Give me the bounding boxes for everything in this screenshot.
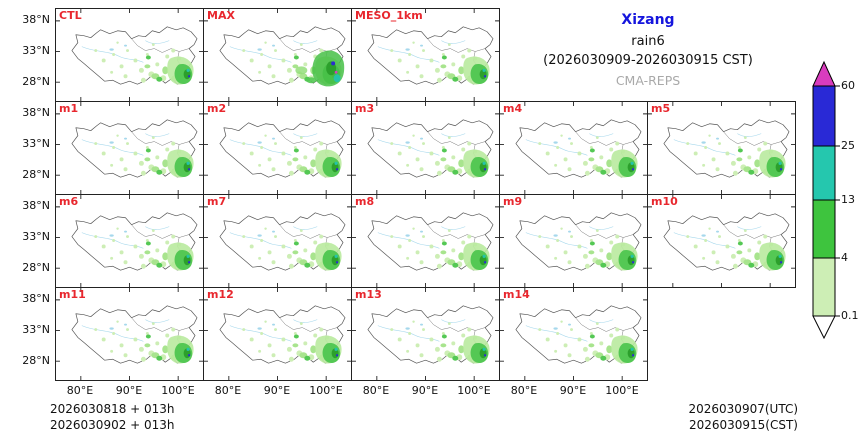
map-panel-m2: m2 [203,101,352,195]
lon-tick-label: 100°E [605,384,639,397]
lon-tick-label: 80°E [214,384,242,397]
lon-tick-label: 80°E [510,384,538,397]
panel-label: m2 [207,102,227,115]
map-panel-m11: m11 [55,287,204,381]
map-panel-m8: m8 [351,194,500,288]
init-run-annotation: 2026030818 + 013h 2026030902 + 013h [50,401,175,433]
variable-title: rain6 [631,34,665,49]
colorbar-tick-label: 13 [841,193,855,206]
map-panel-m7: m7 [203,194,352,288]
init-run-line2: 2026030902 + 013h [50,418,175,432]
tibet-map [500,102,647,194]
tibet-map [500,288,647,380]
model-name: CMA-REPS [615,73,681,88]
init-run-line1: 2026030818 + 013h [50,402,175,416]
panel-label: m4 [503,102,523,115]
panel-label: MAX [207,9,235,22]
lat-tick-label: 28°N [22,354,50,367]
colorbar-segment [812,85,836,147]
lat-tick-label: 28°N [22,261,50,274]
lon-tick-label: 90°E [115,384,143,397]
map-panel-m4: m4 [499,101,648,195]
panel-label: CTL [59,9,82,22]
valid-time-cst: 2026030915(CST) [688,418,798,432]
map-panel-m10: m10 [647,194,796,288]
panel-label: m11 [59,288,86,301]
panel-label: m13 [355,288,382,301]
tibet-map [204,195,351,287]
title-block: Xizang rain6 (2026030909-2026030915 CST)… [500,12,796,88]
colorbar-tick-label: 25 [841,139,855,152]
panel-label: m8 [355,195,375,208]
lon-tick-label: 90°E [411,384,439,397]
lat-tick-label: 33°N [22,137,50,150]
tibet-map [204,102,351,194]
colorbar [812,60,840,340]
map-panel-m3: m3 [351,101,500,195]
lat-tick-label: 38°N [22,199,50,212]
tibet-map [352,9,499,101]
panel-label: m1 [59,102,79,115]
tibet-map [352,288,499,380]
tibet-map [648,102,795,194]
tibet-map [56,102,203,194]
map-panel-m13: m13 [351,287,500,381]
tibet-map [56,288,203,380]
region-title: Xizang [621,12,675,28]
lon-tick-label: 80°E [362,384,390,397]
map-panel-m12: m12 [203,287,352,381]
panel-label: m10 [651,195,678,208]
tibet-map [500,195,647,287]
tibet-map [56,195,203,287]
tibet-map [352,102,499,194]
lat-tick-label: 33°N [22,44,50,57]
lat-tick-label: 28°N [22,168,50,181]
lat-tick-label: 33°N [22,230,50,243]
valid-period: (2026030909-2026030915 CST) [543,53,753,68]
map-panel-m14: m14 [499,287,648,381]
lon-tick-label: 80°E [66,384,94,397]
colorbar-under-arrow [812,315,836,340]
panel-label: m3 [355,102,375,115]
panel-label: m7 [207,195,227,208]
panel-label: m12 [207,288,234,301]
colorbar-tick-label: 60 [841,79,855,92]
colorbar-segment [812,145,836,201]
map-panel-m1: m1 [55,101,204,195]
colorbar-tick-label: 4 [841,251,848,264]
colorbar-tick-label: 0.1 [841,309,859,322]
lon-tick-label: 100°E [309,384,343,397]
lat-tick-label: 38°N [22,292,50,305]
map-panel-m9: m9 [499,194,648,288]
panel-label: m14 [503,288,530,301]
map-panel-max: MAX [203,8,352,102]
colorbar-over-arrow [812,60,836,87]
map-panel-m5: m5 [647,101,796,195]
lat-tick-label: 38°N [22,13,50,26]
lat-tick-label: 38°N [22,106,50,119]
lon-tick-label: 90°E [559,384,587,397]
tibet-map [56,9,203,101]
lat-tick-label: 33°N [22,323,50,336]
colorbar-segment [812,199,836,259]
tibet-map [204,288,351,380]
panel-label: m6 [59,195,79,208]
tibet-map [352,195,499,287]
colorbar-segment [812,257,836,317]
lon-tick-label: 100°E [457,384,491,397]
map-panel-m6: m6 [55,194,204,288]
panel-label: m9 [503,195,523,208]
map-panel-ctl: CTL [55,8,204,102]
lon-tick-label: 100°E [161,384,195,397]
lat-tick-label: 28°N [22,75,50,88]
valid-time-utc: 2026030907(UTC) [688,402,799,416]
tibet-map [648,195,795,287]
valid-time-annotation: 2026030907(UTC) 2026030915(CST) [640,401,799,433]
panel-label: m5 [651,102,671,115]
tibet-map [204,9,351,101]
panel-label: MESO_1km [355,9,423,22]
lon-tick-label: 90°E [263,384,291,397]
map-panel-meso1km: MESO_1km [351,8,500,102]
